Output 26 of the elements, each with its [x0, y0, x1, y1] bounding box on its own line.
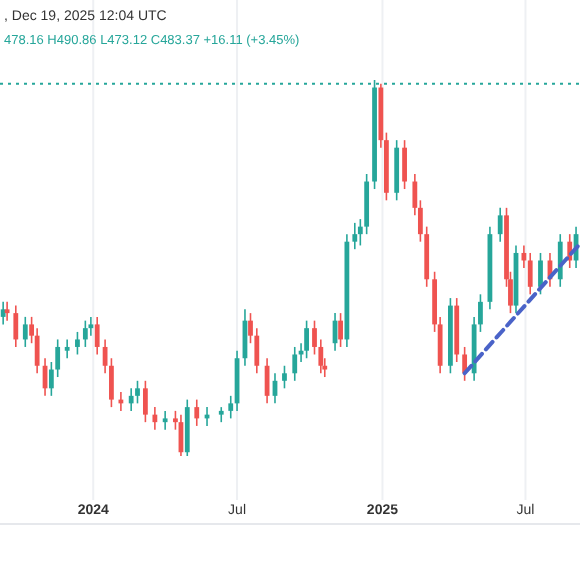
- candlestick: [75, 331, 80, 356]
- candlestick: [194, 398, 200, 427]
- candlestick: [128, 387, 134, 412]
- candlestick: [64, 338, 70, 360]
- candlestick: [0, 301, 6, 326]
- candlestick: [527, 252, 533, 296]
- candlestick: [22, 316, 28, 348]
- candlestick: [304, 319, 309, 360]
- candlestick: [152, 406, 158, 431]
- candlestick: [282, 364, 287, 390]
- candlestick: [13, 304, 19, 348]
- candlestick: [184, 398, 190, 457]
- candlestick: [394, 139, 400, 202]
- candlestick: [94, 316, 100, 356]
- candlestick: [143, 380, 148, 423]
- candlestick: [292, 346, 298, 382]
- candlestick: [402, 139, 407, 190]
- candlestick: [218, 406, 224, 423]
- candlestick: [497, 207, 503, 243]
- candlestick: [82, 319, 88, 348]
- candlestick: [462, 346, 468, 382]
- candlestick: [4, 301, 10, 322]
- candlestick: [135, 380, 140, 405]
- candlestick: [162, 410, 168, 431]
- candlestick: [338, 312, 343, 348]
- candlestick: [352, 222, 358, 250]
